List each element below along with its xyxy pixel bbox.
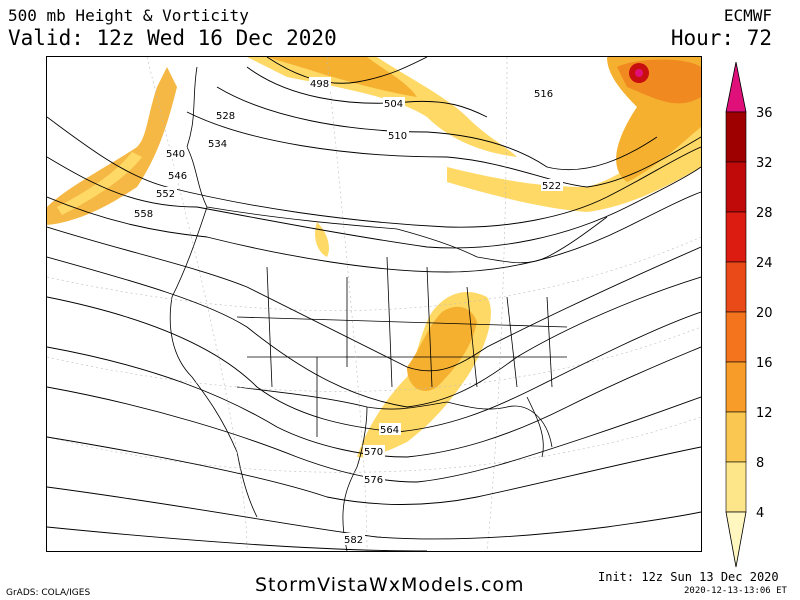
colorbar-tick: 32	[756, 156, 773, 171]
website-watermark: StormVistaWxModels.com	[255, 574, 525, 596]
contour-label-558: 558	[134, 209, 153, 220]
contour-label-516: 516	[534, 89, 553, 100]
contour-label-570: 570	[364, 447, 383, 458]
contour-labels: 498 504 510 516 522 528 534 540 546 552 …	[133, 77, 563, 546]
colorbar-tick: 4	[756, 506, 765, 521]
colorbar-tick: 28	[756, 206, 773, 221]
timestamp: 2020-12-13-13:06 ET	[684, 586, 787, 596]
chart-title: 500 mb Height & Vorticity	[8, 6, 249, 25]
weather-map: 498 504 510 516 522 528 534 540 546 552 …	[46, 56, 702, 552]
lat-lon-grid	[47, 57, 701, 551]
contour-label-552: 552	[156, 189, 175, 200]
contour-label-564: 564	[380, 425, 399, 436]
contour-label-522: 522	[542, 181, 561, 192]
colorbar	[722, 62, 792, 572]
colorbar-tick: 16	[756, 356, 773, 371]
contour-label-534: 534	[208, 139, 227, 150]
contour-label-546: 546	[168, 171, 187, 182]
colorbar-tick: 20	[756, 306, 773, 321]
colorbar-svg	[725, 62, 747, 568]
colorbar-tick: 12	[756, 406, 773, 421]
contour-label-582: 582	[344, 535, 363, 546]
vorticity-shading	[47, 57, 701, 458]
map-svg: 498 504 510 516 522 528 534 540 546 552 …	[47, 57, 701, 551]
colorbar-tick: 24	[756, 256, 773, 271]
boundaries	[169, 66, 608, 551]
contour-label-540: 540	[166, 149, 185, 160]
colorbar-tick: 36	[756, 106, 773, 121]
model-name: ECMWF	[723, 6, 772, 25]
forecast-hour: Hour: 72	[670, 26, 772, 50]
contour-label-498: 498	[310, 79, 329, 90]
grads-credit: GrADS: COLA/IGES	[6, 588, 91, 598]
contour-label-576: 576	[364, 475, 383, 486]
contour-label-510: 510	[388, 131, 407, 142]
contour-label-504: 504	[384, 99, 403, 110]
valid-time: Valid: 12z Wed 16 Dec 2020	[8, 26, 337, 50]
contour-label-528: 528	[216, 111, 235, 122]
colorbar-tick: 8	[756, 456, 765, 471]
init-time: Init: 12z Sun 13 Dec 2020	[598, 570, 779, 584]
